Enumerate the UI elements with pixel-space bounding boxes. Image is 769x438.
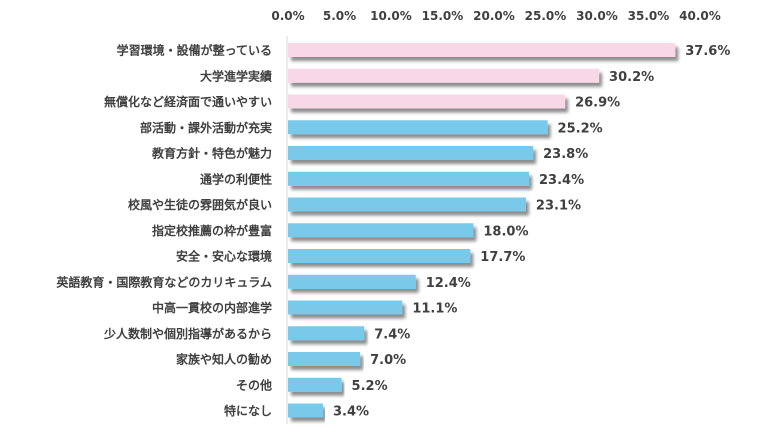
- x-tick-label: 30.0%: [576, 9, 618, 23]
- bar-row: 教育方針・特色が魅力 23.8%: [151, 146, 588, 163]
- bar: [288, 403, 324, 418]
- value-label: 3.4%: [333, 405, 369, 420]
- value-label: 17.7%: [480, 250, 525, 265]
- category-label: 校風や生徒の雰囲気が良い: [128, 197, 272, 212]
- value-label: 23.8%: [543, 147, 588, 162]
- value-label: 7.4%: [374, 327, 410, 342]
- bar: [288, 352, 361, 366]
- category-label: 英語教育・国際教育などのカリキュラム: [56, 274, 272, 289]
- bar-row: 安全・安心な環境 17.7%: [176, 249, 525, 266]
- x-tick-label: 10.0%: [370, 9, 412, 23]
- bar: [288, 146, 534, 160]
- value-label: 11.1%: [412, 302, 457, 317]
- category-label: 無償化など経済面で通いやすい: [104, 94, 272, 109]
- value-label: 5.2%: [352, 379, 388, 394]
- value-label: 26.9%: [575, 96, 620, 111]
- bars: 学習環境・設備が整っている 37.6% 大学進学実績 30.2% 無償化など経済面で通い…: [56, 43, 730, 420]
- category-label: その他: [236, 377, 272, 392]
- bar: [288, 300, 403, 315]
- bar-row: 特になし 3.4%: [224, 403, 369, 420]
- category-label: 学習環境・設備が整っている: [117, 43, 272, 58]
- bar-row: 無償化など経済面で通いやすい 26.9%: [104, 94, 620, 111]
- value-label: 12.4%: [426, 276, 471, 291]
- value-label: 23.4%: [539, 173, 584, 188]
- bar-row: その他 5.2%: [236, 377, 388, 394]
- category-label: 通学の利便性: [200, 171, 272, 186]
- bar: [288, 377, 342, 392]
- bar-row: 少人数制や個別指導があるから 7.4%: [103, 326, 410, 343]
- x-tick-label: 0.0%: [271, 9, 304, 23]
- category-label: 教育方針・特色が魅力: [151, 146, 272, 161]
- bar-row: 大学進学実績 30.2%: [200, 68, 654, 85]
- bar: [288, 68, 600, 83]
- bar-row: 部活動・課外活動が充実 25.2%: [140, 120, 603, 137]
- value-label: 37.6%: [685, 44, 730, 59]
- bar-row: 英語教育・国際教育などのカリキュラム 12.4%: [56, 274, 470, 291]
- bar-row: 家族や知人の勧め 7.0%: [176, 352, 406, 369]
- bar-row: 指定校推薦の枠が豊富 18.0%: [152, 223, 529, 240]
- bar: [288, 274, 416, 289]
- x-tick-label: 5.0%: [323, 9, 356, 23]
- value-label: 18.0%: [483, 224, 528, 239]
- bar-row: 通学の利便性 23.4%: [200, 171, 584, 188]
- category-label: 少人数制や個別指導があるから: [103, 326, 272, 341]
- x-tick-label: 15.0%: [422, 9, 464, 23]
- value-label: 7.0%: [370, 353, 406, 368]
- bar: [288, 326, 365, 341]
- category-label: 部活動・課外活動が充実: [140, 120, 272, 135]
- bar: [288, 223, 474, 238]
- bar: [288, 249, 471, 263]
- value-label: 23.1%: [536, 199, 581, 214]
- bar: [288, 171, 530, 186]
- category-label: 大学進学実績: [200, 68, 272, 83]
- x-axis-ticks: 0.0% 5.0% 10.0% 15.0% 20.0% 25.0% 30.0% 35.0% 40…: [271, 9, 720, 23]
- bar: [288, 94, 566, 109]
- x-tick-label: 35.0%: [628, 9, 670, 23]
- bar: [288, 43, 676, 57]
- x-tick-label: 20.0%: [473, 9, 515, 23]
- x-tick-label: 25.0%: [525, 9, 567, 23]
- category-label: 中高一貫校の内部進学: [152, 300, 272, 315]
- x-tick-label: 40.0%: [679, 9, 721, 23]
- value-label: 30.2%: [609, 70, 654, 85]
- category-label: 指定校推薦の枠が豊富: [152, 223, 272, 238]
- bar: [288, 120, 548, 135]
- bar-row: 校風や生徒の雰囲気が良い 23.1%: [128, 197, 581, 214]
- bar-row: 中高一貫校の内部進学 11.1%: [152, 300, 457, 317]
- category-label: 特になし: [224, 403, 272, 418]
- category-label: 家族や知人の勧め: [176, 352, 272, 367]
- category-label: 安全・安心な環境: [176, 249, 272, 264]
- bar: [288, 197, 526, 212]
- value-label: 25.2%: [558, 121, 603, 136]
- bar-row: 学習環境・設備が整っている 37.6%: [117, 43, 731, 60]
